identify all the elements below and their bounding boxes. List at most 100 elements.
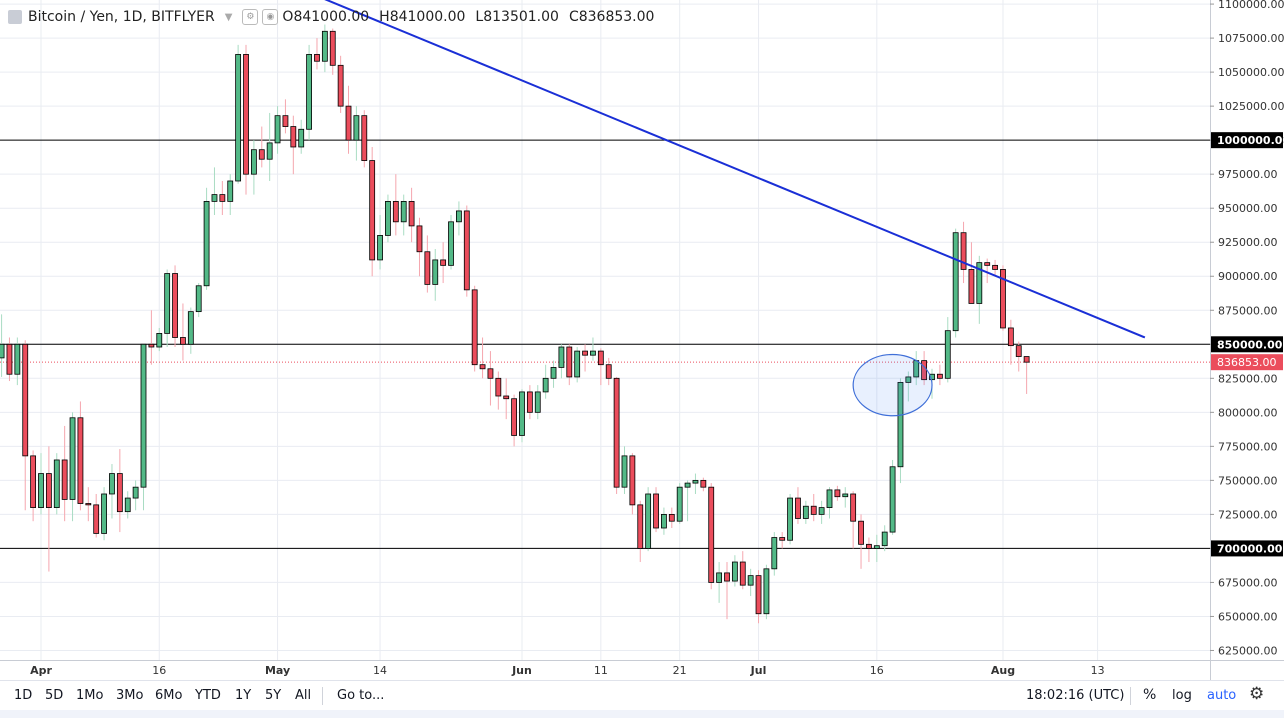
- bottom-toolbar: 1D 5D 1Mo 3Mo 6Mo YTD 1Y 5Y All Go to...…: [0, 680, 1284, 711]
- auto-scale-toggle[interactable]: auto: [1207, 688, 1237, 703]
- candle-body: [881, 531, 888, 547]
- candle-body: [329, 30, 336, 66]
- log-scale-toggle[interactable]: log: [1172, 688, 1192, 703]
- candle-body: [858, 520, 864, 545]
- x-tick-label: 16: [152, 664, 166, 677]
- candle-body: [566, 346, 573, 378]
- candle-body: [779, 537, 786, 541]
- candle-body: [6, 343, 13, 375]
- candle-body: [818, 507, 825, 515]
- candle-body: [763, 568, 770, 615]
- range-all-button[interactable]: All: [295, 688, 312, 703]
- x-tick-label: 13: [1091, 664, 1105, 677]
- range-ytd-button[interactable]: YTD: [195, 688, 221, 703]
- symbol-logo-icon: [8, 10, 22, 24]
- goto-button[interactable]: Go to...: [337, 688, 385, 703]
- y-tick-label: 950000.00: [1218, 202, 1278, 215]
- candle-body: [795, 497, 801, 519]
- y-tick-label: 650000.00: [1218, 610, 1278, 623]
- candle-body: [534, 391, 541, 413]
- candle-body: [219, 194, 226, 202]
- range-5y-button[interactable]: 5Y: [265, 688, 282, 703]
- candle-body: [810, 505, 817, 515]
- candle-body: [274, 115, 281, 144]
- candle-body: [684, 482, 691, 488]
- candle-body: [243, 54, 249, 175]
- candle-body: [195, 285, 202, 313]
- candle-body: [369, 160, 376, 261]
- y-tick-label: 975000.00: [1218, 168, 1278, 181]
- candle-body: [889, 466, 896, 533]
- candle-body: [0, 343, 5, 359]
- candle-body: [731, 561, 738, 582]
- candle-body: [653, 493, 659, 529]
- candle-body: [700, 479, 707, 488]
- axes-layer: 625000.00 650000.00 675000.00 700000.00 7250…: [0, 0, 1284, 680]
- y-tick-label: 925000.00: [1218, 236, 1278, 249]
- candle-body: [574, 350, 581, 378]
- eye-icon[interactable]: ◉: [262, 9, 279, 25]
- candle-body: [203, 201, 210, 287]
- bottom-strip: [0, 710, 1284, 718]
- x-tick-label: Jul: [750, 664, 767, 677]
- candle-body: [597, 350, 604, 366]
- x-tick-label: Apr: [30, 664, 52, 677]
- candle-body: [897, 381, 904, 468]
- candle-body: [45, 473, 52, 508]
- candle-body: [905, 376, 912, 383]
- candle-body: [866, 543, 872, 549]
- y-tick-label: 725000.00: [1218, 508, 1278, 521]
- candle-body: [61, 459, 68, 500]
- candle-body: [353, 115, 360, 141]
- trendline: [324, 0, 1146, 339]
- candle-body: [337, 64, 344, 107]
- y-tick-label: 800000.00: [1218, 406, 1278, 419]
- range-1d-button[interactable]: 1D: [14, 688, 33, 703]
- candle-body: [542, 377, 549, 393]
- candle-body: [621, 455, 628, 488]
- candle-body: [38, 473, 44, 508]
- candle-body: [842, 493, 849, 498]
- settings-icon[interactable]: ⚙: [242, 9, 259, 25]
- candle-body: [952, 232, 959, 332]
- range-5d-button[interactable]: 5D: [45, 688, 64, 703]
- level-price-label: 700000.00: [1217, 542, 1283, 555]
- percent-scale-toggle[interactable]: %: [1143, 687, 1157, 703]
- candle-body: [377, 235, 383, 261]
- candle-body: [140, 343, 147, 488]
- y-tick-label: 1025000.00: [1218, 100, 1284, 113]
- candle-body: [526, 391, 533, 413]
- candle-body: [511, 398, 518, 436]
- candle-body: [164, 273, 171, 334]
- candle-body: [936, 373, 943, 379]
- x-tick-label: Aug: [991, 664, 1015, 677]
- candle-body: [250, 149, 257, 175]
- range-1y-button[interactable]: 1Y: [235, 688, 252, 703]
- candle-body: [148, 343, 155, 348]
- gear-icon[interactable]: ⚙: [1249, 684, 1265, 704]
- range-3mo-button[interactable]: 3Mo: [116, 688, 144, 703]
- chevron-down-icon[interactable]: ▼: [224, 11, 233, 23]
- symbol-title[interactable]: Bitcoin / Yen, 1D, BITFLYER: [28, 9, 215, 25]
- last-price-badge: [1211, 354, 1283, 371]
- level-price-badge: [1211, 336, 1283, 353]
- candle-body: [22, 343, 29, 457]
- utc-clock[interactable]: 18:02:16 (UTC): [1026, 688, 1125, 703]
- range-6mo-button[interactable]: 6Mo: [155, 688, 183, 703]
- candle-body: [992, 264, 998, 270]
- y-tick-label: 825000.00: [1218, 372, 1278, 385]
- candle-body: [211, 194, 218, 202]
- candle-body: [558, 346, 565, 368]
- candle-body: [400, 201, 407, 223]
- range-1mo-button[interactable]: 1Mo: [76, 688, 104, 703]
- candle-body: [668, 513, 675, 522]
- candle-body: [487, 368, 494, 379]
- chart-canvas[interactable]: 625000.00 650000.00 675000.00 700000.00 7250…: [0, 0, 1284, 680]
- candle-body: [77, 417, 84, 504]
- candle-body: [392, 201, 399, 223]
- x-tick-label: Jun: [511, 664, 532, 677]
- x-tick-label: May: [265, 664, 290, 677]
- candle-body: [834, 489, 841, 498]
- level-price-label: 1000000.00: [1217, 134, 1284, 147]
- candle-body: [30, 455, 37, 508]
